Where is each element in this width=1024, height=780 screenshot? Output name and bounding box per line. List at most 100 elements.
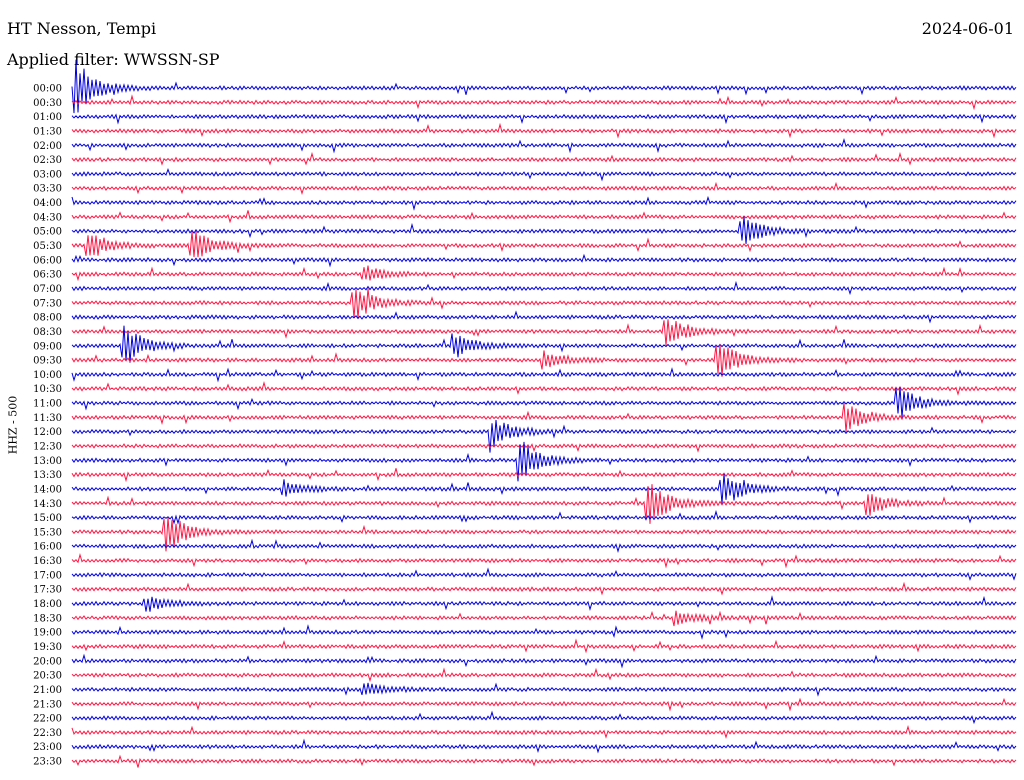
row-time-label: 04:30 bbox=[33, 212, 62, 223]
row-time-label: 15:00 bbox=[33, 513, 62, 524]
row-time-label: 08:00 bbox=[33, 313, 62, 324]
row-time-label: 14:30 bbox=[33, 499, 62, 510]
trace-line bbox=[71, 581, 1017, 596]
trace-line bbox=[71, 210, 1017, 224]
row-time-label: 03:00 bbox=[33, 169, 62, 180]
trace-line bbox=[71, 59, 1017, 114]
trace-line bbox=[71, 381, 1017, 396]
trace-line bbox=[71, 610, 1017, 627]
trace-line bbox=[71, 181, 1017, 195]
row-time-label: 13:00 bbox=[33, 456, 62, 467]
row-time-label: 00:00 bbox=[33, 84, 62, 95]
filter-label: Applied filter: WWSSN-SP bbox=[7, 50, 220, 69]
trace-line bbox=[71, 195, 1017, 211]
trace-line bbox=[71, 122, 1017, 139]
trace-line bbox=[71, 137, 1017, 154]
trace-line bbox=[71, 484, 1017, 524]
trace-line bbox=[71, 367, 1017, 383]
row-time-label: 02:30 bbox=[33, 155, 62, 166]
row-time-label: 01:30 bbox=[33, 126, 62, 137]
trace-line bbox=[71, 216, 1017, 244]
trace-line bbox=[71, 595, 1017, 612]
trace-line bbox=[71, 710, 1017, 725]
trace-line bbox=[71, 151, 1017, 166]
trace-line bbox=[71, 441, 1017, 482]
row-time-label: 18:30 bbox=[33, 613, 62, 624]
trace-line bbox=[71, 113, 1017, 125]
trace-line bbox=[71, 725, 1017, 739]
row-time-label: 19:30 bbox=[33, 642, 62, 653]
row-time-label: 07:30 bbox=[33, 298, 62, 309]
row-time-label: 15:30 bbox=[33, 527, 62, 538]
trace-line bbox=[71, 344, 1017, 377]
trace-line bbox=[71, 386, 1017, 418]
row-time-label: 14:00 bbox=[33, 484, 62, 495]
row-time-label: 22:00 bbox=[33, 714, 62, 725]
row-time-label: 12:30 bbox=[33, 442, 62, 453]
row-time-label: 10:00 bbox=[33, 370, 62, 381]
trace-line bbox=[71, 325, 1017, 363]
row-time-label: 07:00 bbox=[33, 284, 62, 295]
trace-line bbox=[71, 538, 1017, 553]
trace-line bbox=[71, 253, 1017, 268]
trace-line bbox=[71, 168, 1017, 182]
row-time-label: 18:00 bbox=[33, 599, 62, 610]
row-time-label: 16:30 bbox=[33, 556, 62, 567]
row-time-label: 09:30 bbox=[33, 356, 62, 367]
row-time-label: 20:30 bbox=[33, 671, 62, 682]
trace-line bbox=[71, 468, 1017, 483]
row-time-label: 02:00 bbox=[33, 141, 62, 152]
trace-line bbox=[71, 420, 1017, 453]
row-time-label: 05:30 bbox=[33, 241, 62, 252]
row-time-label: 01:00 bbox=[33, 112, 62, 123]
trace-line bbox=[71, 443, 1017, 453]
trace-line bbox=[71, 403, 1017, 433]
trace-line bbox=[71, 473, 1017, 504]
trace-line bbox=[71, 265, 1017, 282]
trace-line bbox=[71, 319, 1017, 346]
row-time-label: 16:00 bbox=[33, 542, 62, 553]
row-time-label: 06:30 bbox=[33, 270, 62, 281]
trace-line bbox=[71, 567, 1017, 581]
row-time-label: 22:30 bbox=[33, 728, 62, 739]
row-time-label: 21:30 bbox=[33, 699, 62, 710]
trace-line bbox=[71, 624, 1017, 640]
row-time-label: 11:30 bbox=[33, 413, 62, 424]
date-label: 2024-06-01 bbox=[921, 19, 1014, 38]
row-time-label: 06:00 bbox=[33, 255, 62, 266]
trace-line bbox=[71, 667, 1017, 683]
row-time-label: 11:00 bbox=[33, 399, 62, 410]
row-time-label: 09:00 bbox=[33, 341, 62, 352]
trace-line bbox=[71, 682, 1017, 697]
row-time-label: 00:30 bbox=[33, 98, 62, 109]
row-time-label: 10:30 bbox=[33, 384, 62, 395]
trace-line bbox=[71, 280, 1017, 296]
trace-line bbox=[71, 653, 1017, 669]
row-time-label: 17:00 bbox=[33, 570, 62, 581]
row-time-label: 13:30 bbox=[33, 470, 62, 481]
trace-line bbox=[71, 517, 1017, 552]
station-title: HT Nesson, Tempi bbox=[7, 19, 157, 38]
trace-line bbox=[71, 638, 1017, 654]
trace-line bbox=[71, 754, 1017, 768]
trace-line bbox=[71, 552, 1017, 569]
row-time-label: 23:00 bbox=[33, 742, 62, 753]
trace-line bbox=[71, 288, 1017, 319]
trace-line bbox=[71, 231, 1017, 258]
trace-line bbox=[71, 697, 1017, 712]
row-time-label: 12:00 bbox=[33, 427, 62, 438]
row-time-label: 04:00 bbox=[33, 198, 62, 209]
trace-line bbox=[71, 310, 1017, 324]
row-time-label: 03:30 bbox=[33, 184, 62, 195]
row-time-label: 08:30 bbox=[33, 327, 62, 338]
trace-line bbox=[71, 94, 1017, 111]
row-time-label: 17:30 bbox=[33, 585, 62, 596]
row-time-label: 19:00 bbox=[33, 628, 62, 639]
row-time-label: 05:00 bbox=[33, 227, 62, 238]
trace-line bbox=[71, 509, 1017, 525]
row-time-label: 23:30 bbox=[33, 757, 62, 768]
row-time-label: 20:00 bbox=[33, 656, 62, 667]
row-time-label: 21:00 bbox=[33, 685, 62, 696]
trace-line bbox=[71, 738, 1017, 754]
